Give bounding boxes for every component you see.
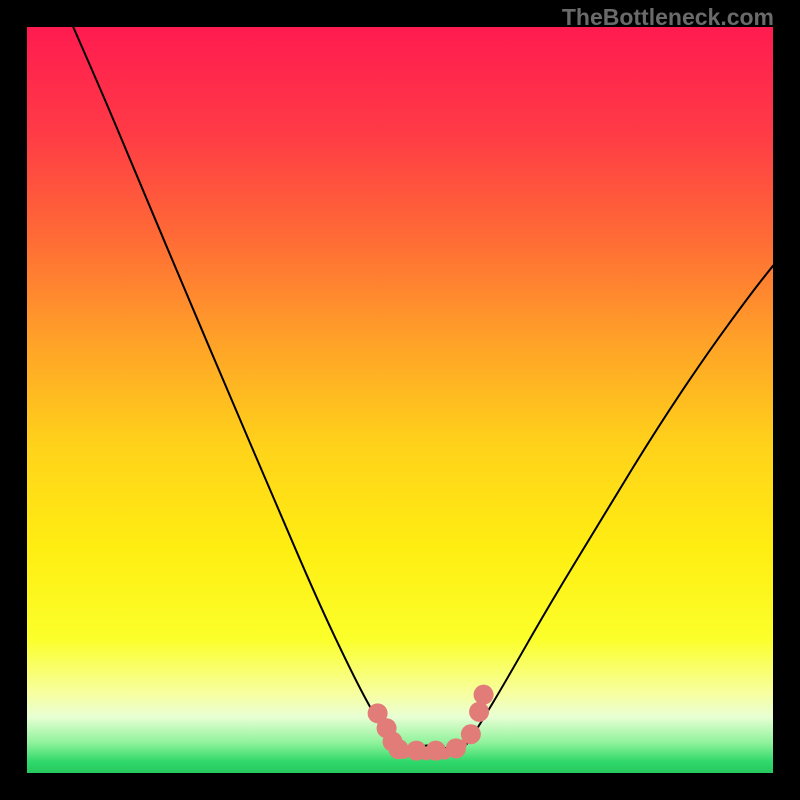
curve-marker (439, 748, 451, 760)
curve-marker (420, 748, 432, 760)
curve-marker (398, 747, 410, 759)
bottleneck-curve-segment (73, 27, 396, 747)
curve-layer (27, 27, 773, 773)
stage: TheBottleneck.com (0, 0, 800, 800)
curve-marker (377, 717, 387, 727)
curve-marker (457, 740, 467, 750)
curve-marker (469, 702, 489, 722)
bottleneck-curve-segment (463, 266, 773, 747)
curve-marker (474, 685, 494, 705)
plot-area (27, 27, 773, 773)
watermark-label: TheBottleneck.com (562, 4, 774, 31)
